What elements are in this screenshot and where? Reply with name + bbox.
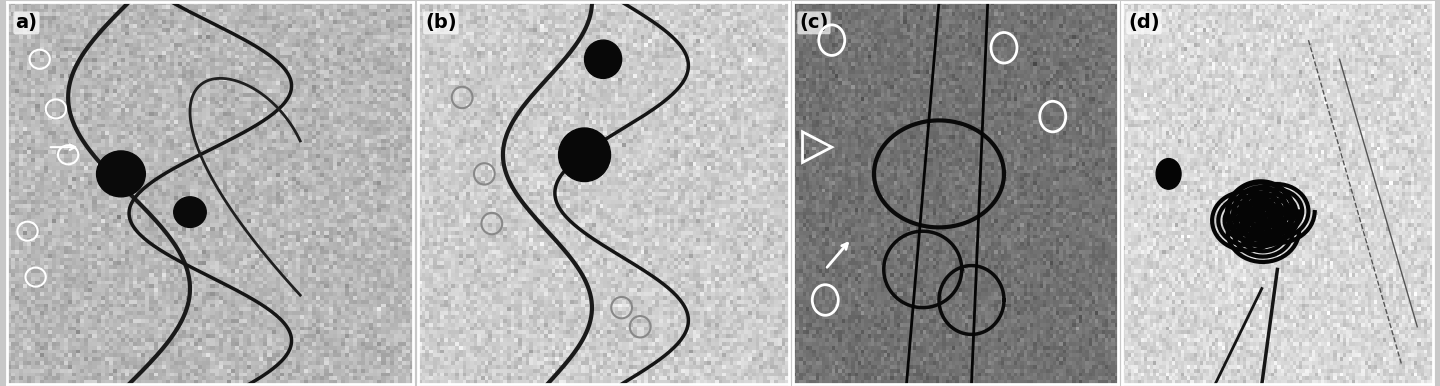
Text: a): a) (16, 14, 37, 32)
Text: (b): (b) (425, 14, 456, 32)
Circle shape (174, 197, 206, 227)
Text: (d): (d) (1128, 14, 1159, 32)
Circle shape (96, 151, 145, 197)
Circle shape (585, 40, 622, 78)
Text: (c): (c) (799, 14, 828, 32)
Circle shape (1156, 159, 1181, 189)
Circle shape (559, 128, 611, 181)
